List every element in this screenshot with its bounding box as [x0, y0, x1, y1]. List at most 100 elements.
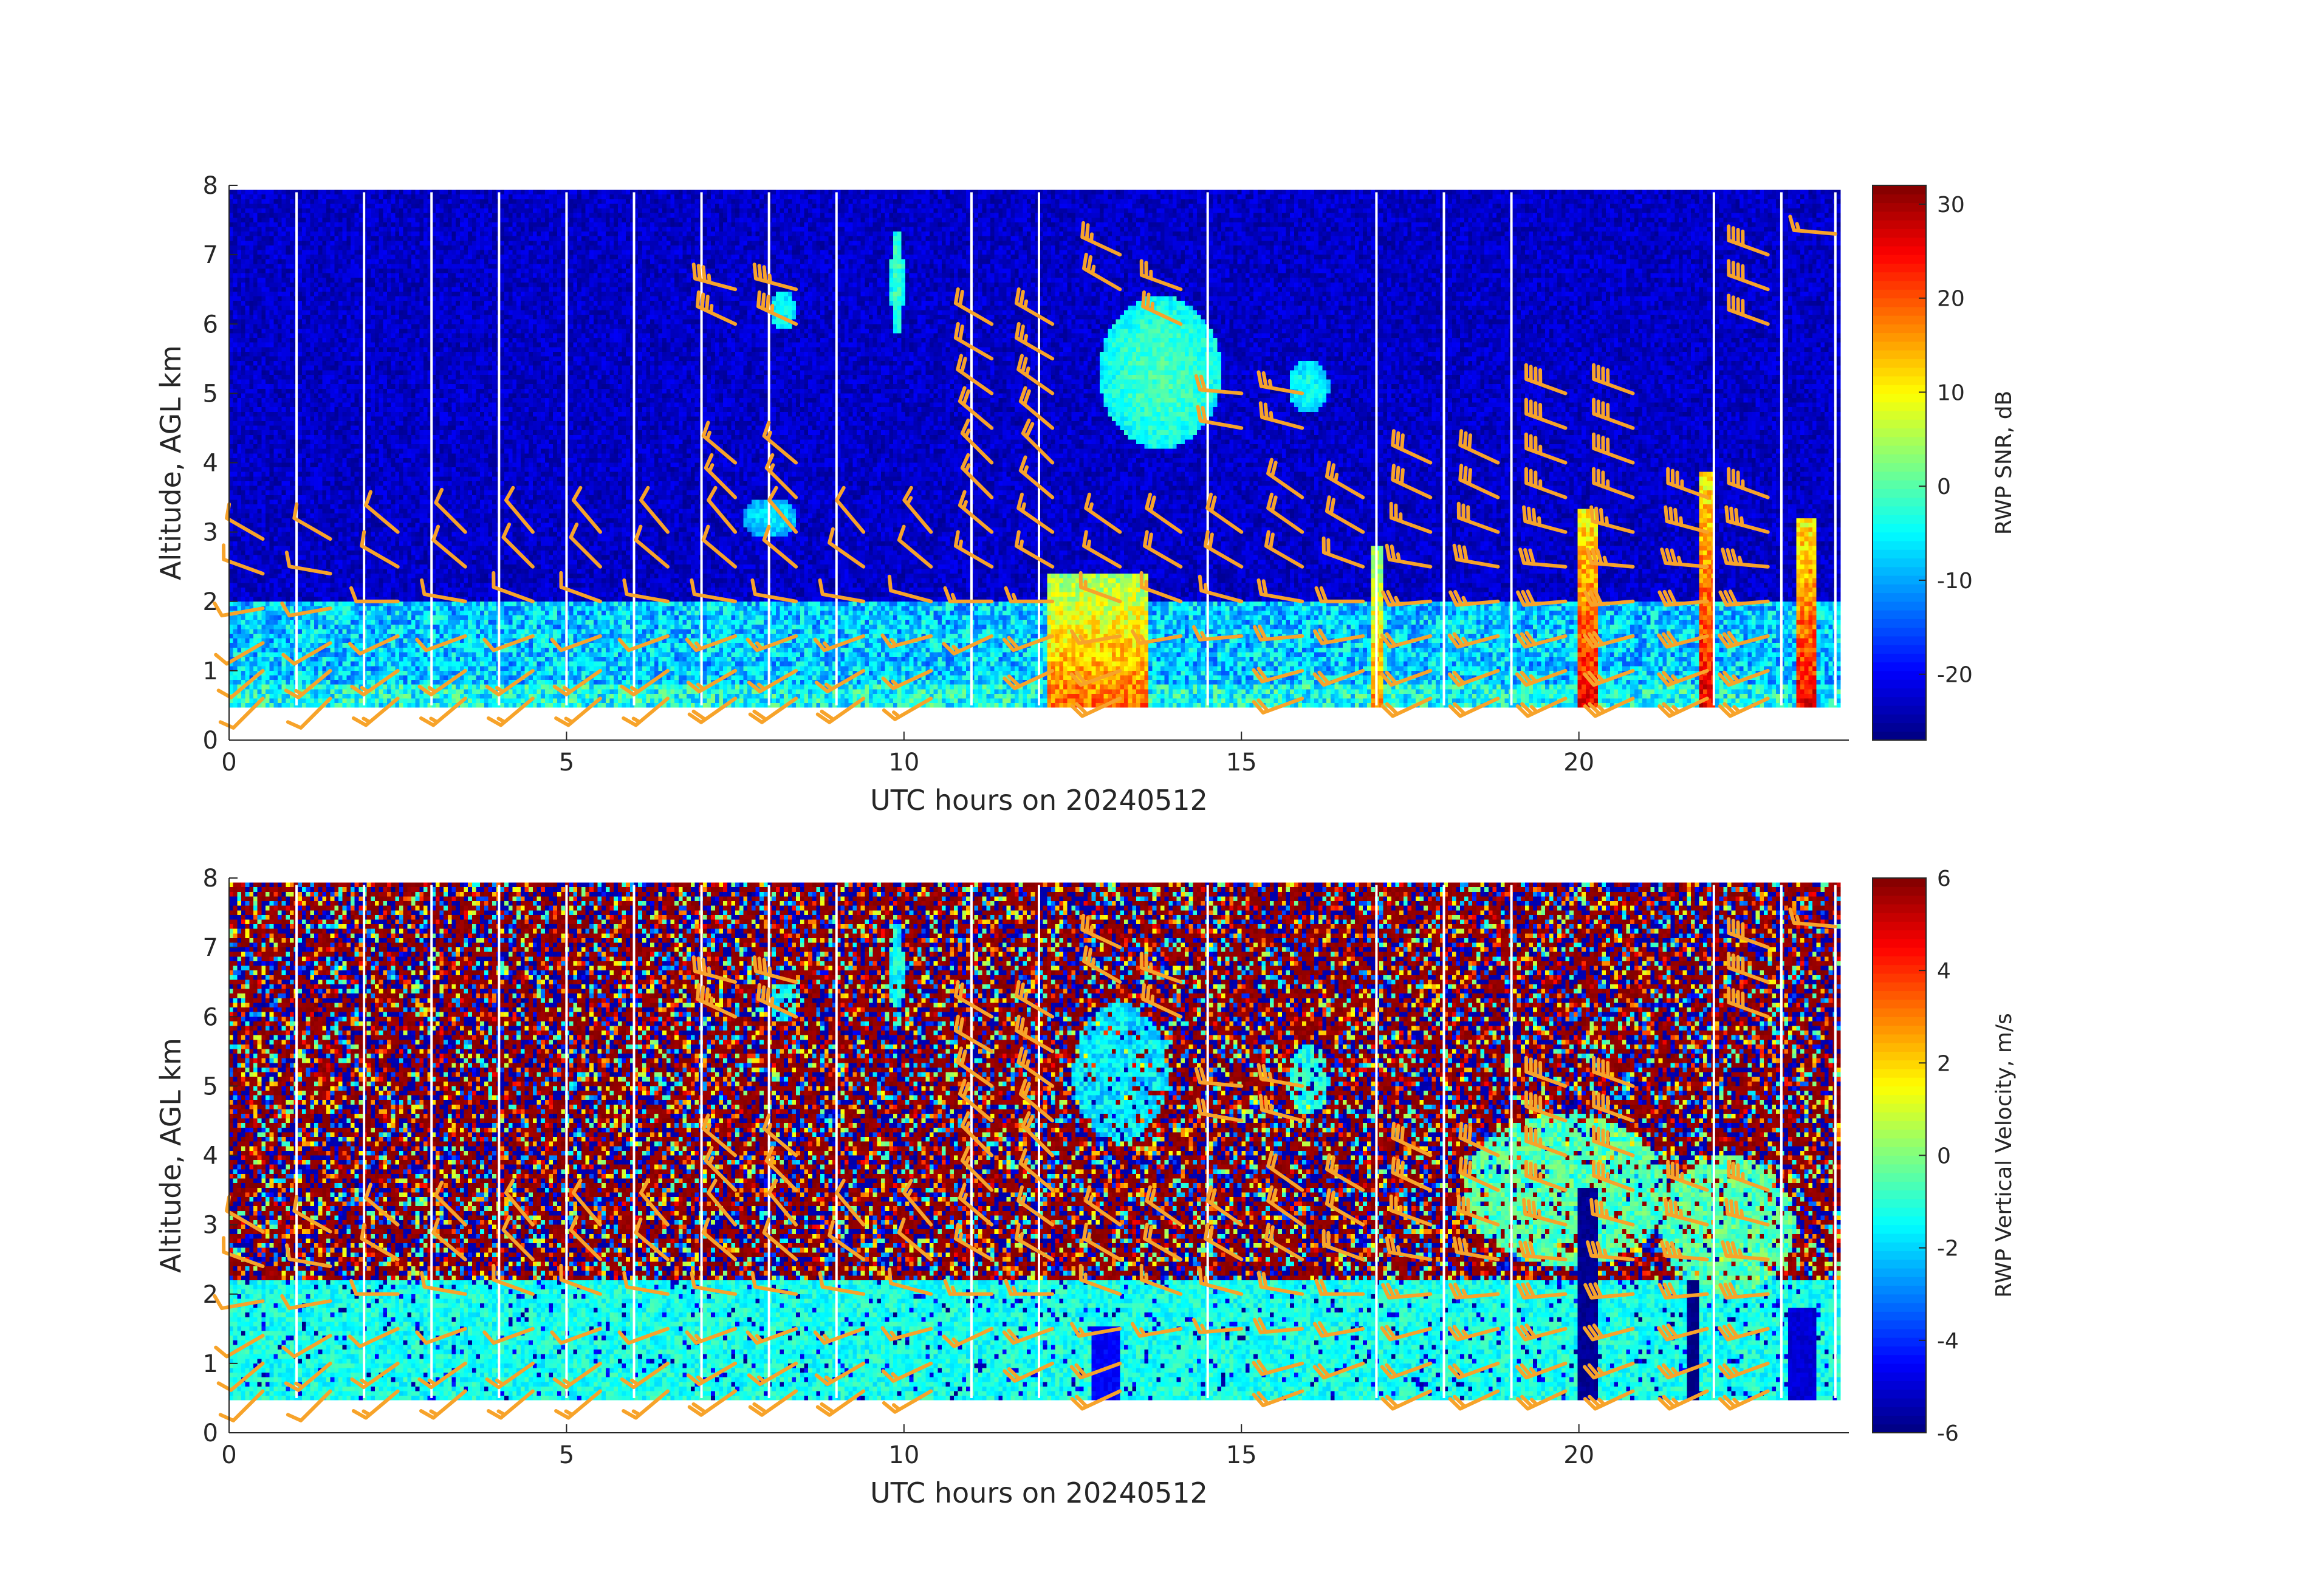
wind-barb — [943, 1278, 994, 1296]
y-tick-label: 4 — [203, 1142, 218, 1170]
wind-barb — [501, 1215, 535, 1261]
wind-barb — [1657, 1323, 1709, 1342]
colorbar-segment — [1873, 358, 1926, 368]
wind-barb — [701, 1217, 738, 1261]
wind-barb — [701, 420, 738, 465]
wind-barb — [1385, 1236, 1433, 1261]
colorbar-segment — [1873, 878, 1926, 887]
colorbar-segment — [1873, 679, 1926, 689]
wind-barb — [1718, 1282, 1770, 1300]
wind-barb — [1727, 224, 1770, 257]
wind-barb — [348, 1326, 400, 1348]
wind-barb — [956, 1046, 994, 1088]
y-tick-label: 5 — [203, 1072, 218, 1100]
wind-barb — [1657, 668, 1709, 687]
wind-barb — [1256, 578, 1304, 603]
colorbar-segment — [1873, 263, 1926, 273]
data-gap-column — [1442, 192, 1445, 705]
colorbar-segment — [1873, 670, 1926, 680]
colorbar-segment — [1873, 1068, 1926, 1078]
wind-barb — [1385, 543, 1433, 569]
wind-barb — [762, 524, 798, 569]
wind-barb — [1666, 1159, 1709, 1192]
wind-barb — [1321, 1229, 1365, 1261]
data-gap-column — [1442, 885, 1445, 1398]
wind-barb — [348, 634, 400, 656]
colorbar-segment — [1873, 1250, 1926, 1260]
colorbar-segment — [1873, 1173, 1926, 1182]
wind-barb — [814, 1361, 866, 1387]
wind-barb — [1583, 668, 1635, 687]
colorbar-segment — [1873, 1224, 1926, 1234]
wind-barb — [748, 696, 798, 724]
wind-barb — [1448, 1389, 1500, 1411]
wind-barb — [882, 696, 933, 721]
colorbar-segment — [1873, 393, 1926, 403]
wind-barb — [1389, 501, 1433, 534]
wind-barb — [1515, 668, 1568, 687]
y-tick-label: 1 — [203, 657, 218, 685]
wind-barb — [956, 354, 994, 396]
snr-colorbar: -20 -10 0 10 20 30 — [1872, 185, 1973, 741]
wind-barb — [1252, 1359, 1304, 1376]
data-gap-column — [1712, 192, 1715, 705]
wind-barb — [960, 1145, 994, 1192]
wind-barb — [1524, 467, 1568, 499]
wind-barb — [492, 1263, 535, 1296]
colorbar-segment — [1873, 566, 1926, 576]
wind-barb — [1252, 1317, 1304, 1334]
wind-barb — [1524, 1159, 1568, 1192]
wind-barb — [1718, 589, 1770, 607]
wind-barb — [880, 1326, 933, 1342]
velocity-y-axis-label: Altitude, AGL km — [154, 1038, 187, 1273]
data-gap-column — [1834, 192, 1837, 705]
data-gap-column — [970, 192, 973, 705]
colorbar-segment — [1873, 575, 1926, 585]
colorbar-segment — [1873, 973, 1926, 983]
snr-panel: 0 5 10 15 20 0 1 2 3 4 5 6 7 8 -20 -10 0 10 20 30 UTC hour… — [154, 172, 2017, 817]
y-tick-label: 7 — [203, 241, 218, 269]
colorbar-segment — [1873, 471, 1926, 481]
data-gap-column — [1780, 885, 1783, 1398]
wind-barb — [620, 1361, 670, 1390]
colorbar-segment — [1873, 1086, 1926, 1096]
wind-barb — [1516, 589, 1568, 607]
wind-barb — [1004, 586, 1055, 603]
wind-barb — [1078, 1263, 1122, 1296]
wind-barb — [1727, 1159, 1770, 1192]
wind-barb — [1448, 696, 1500, 718]
colorbar-segment — [1873, 982, 1926, 992]
wind-barb — [815, 1389, 866, 1417]
colorbar-segment — [1873, 913, 1926, 922]
wind-barb — [1583, 1389, 1635, 1411]
wind-barb — [1516, 1282, 1568, 1300]
data-gap-column — [1375, 192, 1378, 705]
wind-barb — [1266, 492, 1304, 534]
wind-barb — [953, 1223, 994, 1261]
wind-barb — [487, 696, 535, 727]
colorbar-segment — [1873, 255, 1926, 264]
wind-barb — [887, 1267, 933, 1296]
colorbar-segment — [1873, 705, 1926, 715]
data-gap-column — [767, 192, 770, 705]
wind-barb — [1524, 363, 1568, 396]
wind-barb — [552, 668, 602, 697]
wind-barb — [1203, 530, 1244, 569]
wind-barb — [222, 1236, 265, 1269]
wind-barb — [707, 1178, 738, 1227]
wind-barb — [1191, 625, 1244, 642]
wind-barb — [1717, 631, 1770, 649]
x-tick-label: 20 — [1563, 1441, 1594, 1469]
wind-barb — [1391, 429, 1433, 465]
wind-barb — [1456, 1194, 1500, 1227]
wind-barb — [1196, 405, 1244, 430]
wind-barb — [1724, 1198, 1770, 1227]
wind-barb — [1082, 252, 1122, 292]
colorbar-segment — [1873, 999, 1926, 1009]
wind-barb — [559, 1263, 602, 1296]
colorbar-tick-label: 6 — [1937, 866, 1951, 891]
wind-barb — [691, 262, 738, 292]
data-gap-column — [1206, 885, 1209, 1398]
wind-barb — [214, 1334, 265, 1359]
colorbar-segment — [1873, 592, 1926, 602]
